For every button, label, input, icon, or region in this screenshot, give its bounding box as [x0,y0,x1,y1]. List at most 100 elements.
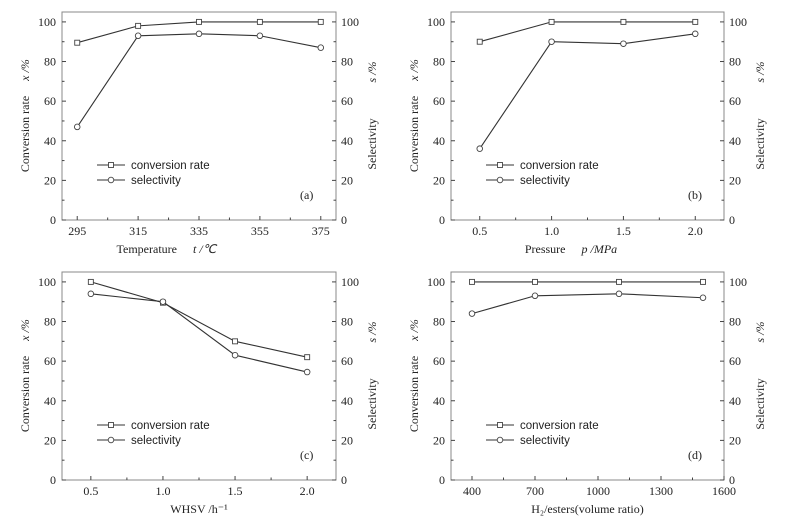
data-point-circle [548,38,555,45]
x-axis-title: Temperature [117,242,177,256]
y2-tick-label-right: 100 [729,275,747,289]
y-tick-label-left: 60 [433,354,445,368]
x-tick-label: 2.0 [300,484,315,498]
data-point-circle [195,30,203,38]
y-axis-unit: x /% [18,59,32,82]
y2-tick-label-right: 40 [341,134,353,148]
x-tick-label: 375 [312,224,330,238]
legend-square-marker [497,162,503,168]
panel-label: (c) [300,448,313,462]
x-axis-unit: p /MPa [581,242,618,256]
x-tick-label: 315 [129,224,147,238]
y-tick-label-left: 40 [44,394,56,408]
y-axis-unit: x /% [407,59,421,82]
data-point-square [256,18,263,25]
data-point-circle [73,123,81,131]
x-tick-label: 400 [463,484,481,498]
chart-panel-b: 0 0 20 20 40 40 60 60 80 80 100 100 0.5 1.0 1.5 2.0 Pres… [407,11,767,256]
y-tick-label-left: 0 [50,213,56,227]
y-tick-label-left: 80 [433,55,445,69]
data-point-square [196,18,202,25]
y-tick-label-left: 20 [433,433,445,447]
data-point-square [317,18,324,25]
y2-tick-label-right: 0 [341,213,347,227]
x-tick-label: 1.5 [228,484,243,498]
x-tick-label: 2.0 [688,224,703,238]
legend-square-marker [108,162,114,168]
y2-tick-label-right: 20 [341,173,353,187]
x-tick-label: 335 [190,224,208,238]
x-tick-label: 295 [68,224,86,238]
data-point-square [232,338,239,345]
y-tick-label-left: 100 [427,15,445,29]
y-tick-label-left: 60 [44,94,56,108]
data-point-circle [303,368,311,376]
legend-label: selectivity [520,175,570,187]
y2-axis-unit: s /% [365,61,379,82]
y-tick-label-left: 60 [433,94,445,108]
plot-frame [61,271,337,481]
y2-axis-unit: s /% [365,321,379,342]
y-tick-label-left: 80 [44,55,56,69]
y2-axis-unit: s /% [753,61,767,82]
series-line-conversion-rate [479,21,696,43]
x-tick-label: 1000 [586,484,610,498]
y2-tick-label-right: 20 [729,173,741,187]
y-tick-label-left: 20 [44,173,56,187]
y2-tick-label-right: 60 [729,354,741,368]
y2-tick-label-right: 40 [341,394,353,408]
x-tick-label: 0.5 [472,224,487,238]
legend-square-marker [497,422,503,428]
legend-square-marker [108,422,114,428]
y-tick-label-left: 20 [433,173,445,187]
data-point-circle [256,32,264,40]
data-point-circle [531,292,539,300]
data-point-square [476,38,483,45]
y-tick-label-left: 40 [433,394,445,408]
y2-tick-label-right: 20 [341,433,353,447]
data-point-circle [692,30,699,38]
legend-label: conversion rate [520,420,599,432]
y2-tick-label-right: 80 [729,55,741,69]
y-axis-title: Conversion rate [18,356,32,432]
x-tick-label: 1.0 [544,224,559,238]
panel-label: (d) [688,448,702,462]
data-point-square [616,278,622,285]
legend-circle-marker [496,176,504,184]
y2-tick-label-right: 60 [729,94,741,108]
series-line-selectivity [479,33,696,149]
y-tick-label-left: 0 [439,473,445,487]
series-line-selectivity [76,33,321,128]
y-tick-label-left: 40 [433,134,445,148]
plot-frame [450,271,725,481]
y2-tick-label-right: 40 [729,134,741,148]
y2-tick-label-right: 40 [729,394,741,408]
y-axis-unit: x /% [18,319,32,342]
y-axis-title: Conversion rate [18,96,32,172]
x-tick-label: 1.5 [616,224,631,238]
y2-tick-label-right: 20 [729,433,741,447]
chart-panel-c: 0 0 20 20 40 40 60 60 80 80 100 100 0.5 1.0 1.5 2.0 WHSV… [18,271,379,516]
y2-axis-title: Selectivity [365,378,379,429]
y-tick-label-left: 40 [44,134,56,148]
data-point-circle [476,145,483,152]
x-axis-unit: t /℃ [193,242,218,256]
data-point-circle [134,32,142,40]
legend-label: conversion rate [520,160,599,172]
x-axis-title: WHSV /h⁻¹ [170,502,228,516]
data-point-circle [159,298,167,305]
data-point-square [700,278,706,285]
data-point-square [87,278,94,285]
y2-axis-title: Selectivity [753,378,767,429]
y-tick-label-left: 0 [50,473,56,487]
data-point-square [620,18,627,25]
y2-tick-label-right: 80 [729,315,741,329]
data-point-circle [87,290,95,298]
panel-label: (a) [300,188,313,202]
series-line-selectivity [90,293,308,373]
y-tick-label-left: 80 [44,315,56,329]
data-point-circle [620,40,627,47]
y-axis-unit: x /% [407,319,421,342]
x-tick-label: 700 [526,484,544,498]
